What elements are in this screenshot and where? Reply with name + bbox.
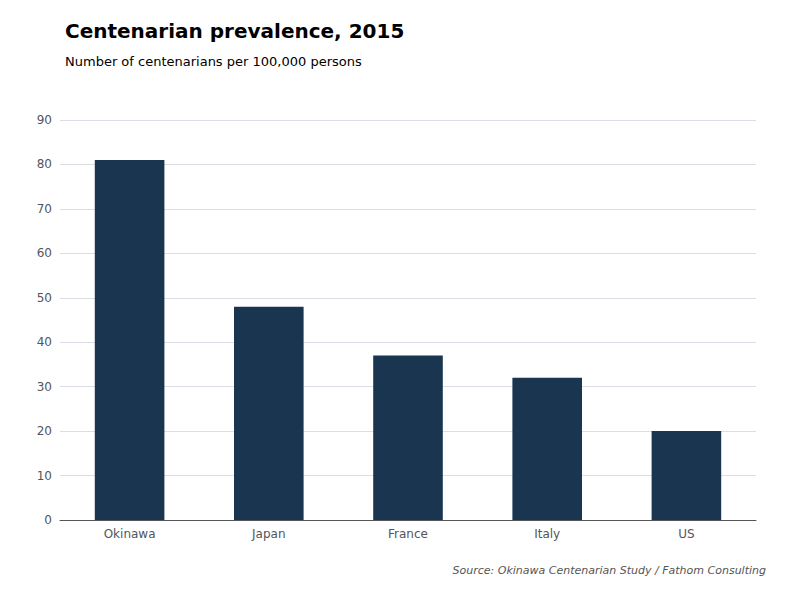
svg-text:30: 30	[37, 380, 52, 394]
svg-text:10: 10	[37, 469, 52, 483]
svg-text:50: 50	[37, 291, 52, 305]
svg-text:Italy: Italy	[534, 527, 560, 541]
svg-text:40: 40	[37, 335, 52, 349]
svg-text:80: 80	[37, 157, 52, 171]
svg-text:Okinawa: Okinawa	[104, 527, 156, 541]
svg-text:Centenarian prevalence, 2015: Centenarian prevalence, 2015	[65, 19, 404, 43]
svg-text:90: 90	[37, 113, 52, 127]
svg-text:20: 20	[37, 424, 52, 438]
svg-text:60: 60	[37, 246, 52, 260]
svg-text:0: 0	[44, 513, 52, 527]
svg-text:France: France	[388, 527, 428, 541]
svg-text:Japan: Japan	[251, 527, 285, 541]
svg-text:US: US	[678, 527, 694, 541]
svg-text:Number of centenarians per 100: Number of centenarians per 100,000 perso…	[65, 54, 362, 69]
svg-text:Source: Okinawa Centenarian St: Source: Okinawa Centenarian Study / Fath…	[453, 564, 766, 577]
svg-text:70: 70	[37, 202, 52, 216]
